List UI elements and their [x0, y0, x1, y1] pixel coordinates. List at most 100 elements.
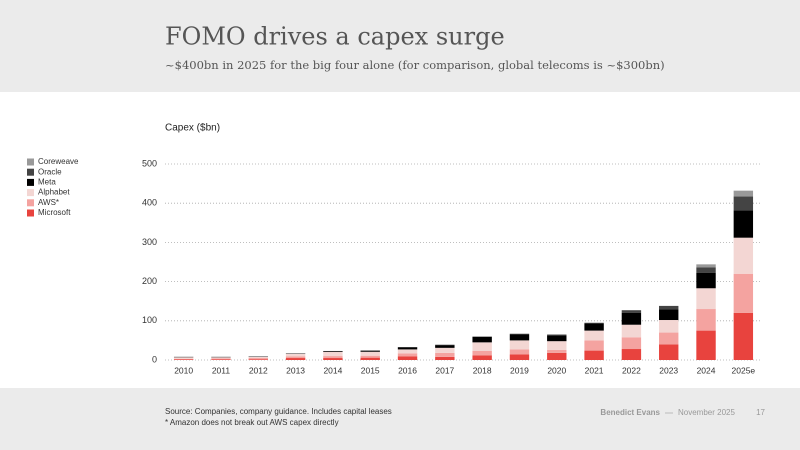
- bar-segment: [435, 347, 455, 353]
- bar-segment: [659, 332, 679, 345]
- legend-swatch: [27, 158, 34, 166]
- title: FOMO drives a capex surge: [165, 23, 505, 51]
- bar-segment: [696, 288, 716, 310]
- legend-label: AWS*: [38, 198, 59, 207]
- bar-segment: [360, 355, 380, 358]
- bar-segment: [397, 349, 418, 354]
- legend-swatch: [27, 178, 34, 186]
- y-tick-label: 400: [142, 198, 157, 208]
- bar-segment: [323, 350, 343, 352]
- bar-segment: [733, 312, 754, 360]
- x-tick-label: 2010: [174, 365, 193, 375]
- bar-segment: [733, 273, 754, 313]
- x-tick-label: 2018: [473, 365, 492, 375]
- bar-segment: [509, 340, 530, 350]
- bar-segment: [547, 335, 567, 342]
- legend-label: Microsoft: [38, 208, 71, 217]
- y-tick-label: 200: [142, 276, 157, 286]
- bar-segment: [584, 340, 604, 351]
- x-tick-label: 2015: [361, 365, 380, 375]
- bar-segment: [397, 347, 418, 350]
- legend-swatch: [27, 168, 34, 176]
- bar-segment: [435, 356, 455, 360]
- bar-segment: [621, 310, 642, 313]
- legend-swatch: [27, 199, 34, 207]
- bar-segment: [248, 356, 268, 359]
- bar-segment: [472, 342, 492, 351]
- bar-segment: [584, 323, 604, 331]
- bar-segment: [547, 341, 567, 350]
- bar-segment: [584, 322, 604, 324]
- date: November 2025: [678, 408, 735, 417]
- legend-label: Oracle: [38, 167, 62, 176]
- note: * Amazon does not break out AWS capex di…: [165, 418, 339, 427]
- x-tick-label: 2021: [585, 365, 604, 375]
- y-tick-label: 300: [142, 237, 157, 247]
- bar-segment: [659, 320, 679, 333]
- bar-segment: [472, 350, 492, 356]
- bar-segment: [733, 237, 754, 274]
- bar-segment: [211, 357, 231, 359]
- bar-segment: [211, 358, 231, 360]
- bar-segment: [435, 352, 455, 357]
- legend-label: Coreweave: [38, 157, 79, 166]
- source: Source: Companies, company guidance. Inc…: [165, 407, 392, 416]
- x-tick-label: 2019: [510, 365, 529, 375]
- header-band: [0, 0, 800, 92]
- bar-segment: [397, 356, 418, 360]
- x-tick-label: 2017: [435, 365, 454, 375]
- x-tick-label: 2022: [622, 365, 641, 375]
- bar-segment: [547, 349, 567, 353]
- bar-segment: [360, 357, 380, 360]
- x-tick-label: 2011: [212, 365, 231, 375]
- bar-segment: [696, 330, 716, 360]
- bar-segment: [621, 312, 642, 325]
- footer-band: [0, 388, 800, 450]
- bar-segment: [659, 305, 679, 310]
- bar-segment: [285, 353, 306, 357]
- bar-segment: [621, 324, 642, 338]
- bar-segment: [435, 345, 455, 348]
- bar-segment: [509, 334, 530, 341]
- bar-segment: [659, 344, 679, 360]
- bar-segment: [547, 352, 567, 360]
- bar-segment: [360, 351, 380, 356]
- bar-segment: [472, 336, 492, 343]
- bar-segment: [211, 359, 231, 360]
- legend-label: Alphabet: [38, 188, 70, 197]
- bar-segment: [584, 330, 604, 341]
- bar-segment: [472, 355, 492, 360]
- y-axis-label: Capex ($bn): [165, 123, 220, 134]
- bar-segment: [397, 353, 418, 357]
- bar-segment: [248, 359, 268, 360]
- legend-label: Meta: [38, 178, 56, 187]
- bar-segment: [285, 358, 306, 360]
- bar-segment: [621, 349, 642, 360]
- bar-segment: [509, 333, 530, 335]
- bar-segment: [696, 264, 716, 268]
- bar-segment: [323, 358, 343, 360]
- bar-segment: [323, 356, 343, 359]
- x-tick-label: 2016: [398, 365, 417, 375]
- legend-swatch: [27, 209, 34, 217]
- x-tick-label: 2013: [286, 365, 305, 375]
- bar-segment: [696, 309, 716, 331]
- bar-segment: [733, 190, 754, 197]
- x-tick-label: 2025e: [732, 365, 756, 375]
- bar-segment: [173, 357, 194, 359]
- bar-segment: [696, 267, 716, 273]
- bar-segment: [285, 356, 306, 359]
- bar-segment: [733, 196, 754, 211]
- bar-segment: [509, 354, 530, 360]
- y-tick-label: 0: [152, 354, 157, 364]
- bar-segment: [173, 359, 194, 360]
- bar-segment: [621, 337, 642, 350]
- bar-segment: [248, 358, 268, 360]
- x-tick-label: 2024: [697, 365, 716, 375]
- y-tick-label: 100: [142, 315, 157, 325]
- x-tick-label: 2012: [249, 365, 268, 375]
- x-tick-label: 2020: [547, 365, 566, 375]
- author: Benedict Evans: [600, 408, 660, 417]
